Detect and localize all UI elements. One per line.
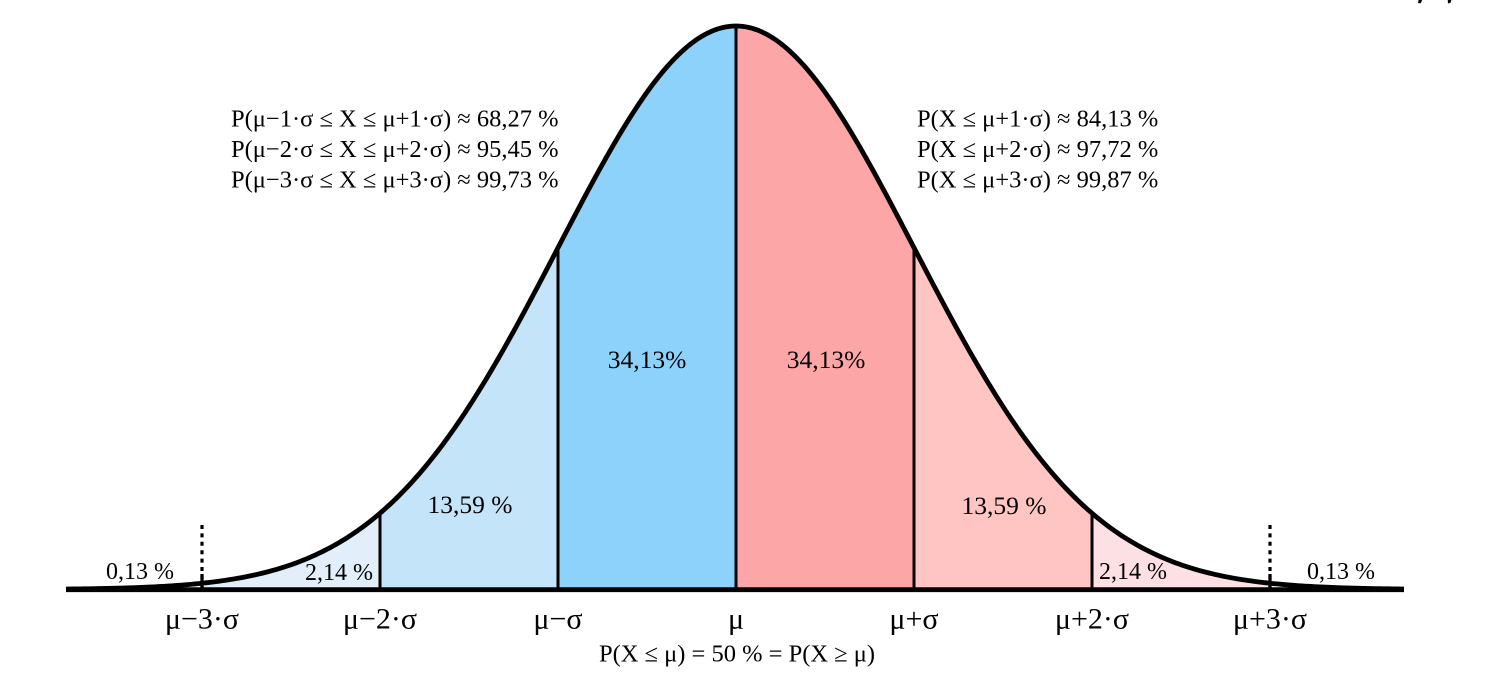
svg-text:μ+3·σ: μ+3·σ — [1233, 603, 1307, 636]
svg-text:μ−2·σ: μ−2·σ — [343, 603, 417, 636]
svg-text:μ+2·σ: μ+2·σ — [1055, 603, 1129, 636]
svg-text:P(X ≤ μ+1·σ) ≈ 84,13 %: P(X ≤ μ+1·σ) ≈ 84,13 % — [917, 106, 1158, 133]
svg-text:34,13%: 34,13% — [787, 345, 866, 374]
svg-text:P(X ≤ μ) = 50 % = P(X ≥ μ): P(X ≤ μ) = 50 % = P(X ≥ μ) — [599, 641, 875, 668]
svg-text:2,14 %: 2,14 % — [1099, 559, 1167, 585]
svg-text:0,13 %: 0,13 % — [1307, 559, 1375, 585]
svg-text:μ+σ: μ+σ — [889, 603, 938, 636]
svg-text:0,13 %: 0,13 % — [106, 559, 174, 585]
svg-text:13,59 %: 13,59 % — [962, 491, 1047, 520]
svg-text:P(μ−1·σ ≤ X ≤ μ+1·σ) ≈ 68,27 %: P(μ−1·σ ≤ X ≤ μ+1·σ) ≈ 68,27 % — [231, 106, 559, 133]
svg-text:13,59 %: 13,59 % — [428, 490, 513, 519]
svg-text:P(X ≤ μ+3·σ) ≈ 99,87 %: P(X ≤ μ+3·σ) ≈ 99,87 % — [917, 167, 1158, 194]
svg-text:μ−3·σ: μ−3·σ — [165, 603, 239, 636]
svg-text:P(μ−3·σ ≤ X ≤ μ+3·σ) ≈ 99,73 %: P(μ−3·σ ≤ X ≤ μ+3·σ) ≈ 99,73 % — [231, 167, 559, 194]
svg-text:P(μ−2·σ ≤ X ≤ μ+2·σ) ≈ 95,45 %: P(μ−2·σ ≤ X ≤ μ+2·σ) ≈ 95,45 % — [231, 136, 559, 163]
svg-text:34,13%: 34,13% — [608, 345, 687, 374]
svg-text:μ: μ — [728, 603, 744, 636]
svg-text:P(X ≤ μ+2·σ) ≈ 97,72 %: P(X ≤ μ+2·σ) ≈ 97,72 % — [917, 136, 1158, 163]
svg-text:μ−σ: μ−σ — [533, 603, 582, 636]
svg-text:2,14 %: 2,14 % — [305, 560, 373, 586]
